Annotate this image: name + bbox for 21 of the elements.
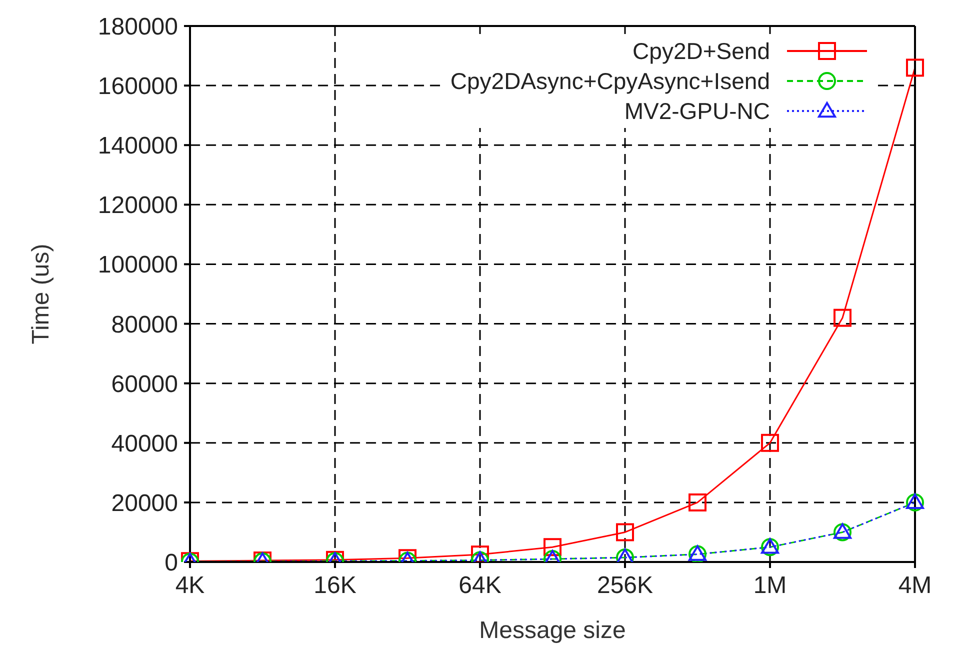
- y-tick-label: 20000: [111, 490, 178, 517]
- y-tick-label: 0: [164, 550, 178, 577]
- legend-label: MV2-GPU-NC: [624, 98, 770, 124]
- y-tick-label: 180000: [98, 14, 178, 41]
- x-tick-label: 256K: [596, 572, 654, 600]
- x-tick-label: 16K: [314, 572, 356, 600]
- x-tick-label: 64K: [458, 572, 502, 600]
- legend-label: Cpy2DAsync+CpyAsync+Isend: [450, 68, 770, 94]
- y-tick-label: 80000: [111, 311, 178, 338]
- y-tick-label: 160000: [98, 73, 178, 100]
- x-axis-title: Message size: [479, 617, 626, 644]
- x-tick-label: 4K: [175, 572, 205, 600]
- y-axis-title: Time (us): [28, 244, 55, 344]
- y-tick-label: 120000: [98, 192, 178, 220]
- x-tick-label: 4M: [898, 572, 932, 600]
- x-tick-label: 1M: [753, 572, 787, 600]
- legend-label: Cpy2D+Send: [632, 38, 770, 64]
- y-tick-label: 100000: [98, 252, 178, 279]
- y-tick-label: 60000: [111, 370, 178, 398]
- y-tick-label: 40000: [111, 430, 178, 458]
- y-tick-label: 140000: [98, 132, 178, 160]
